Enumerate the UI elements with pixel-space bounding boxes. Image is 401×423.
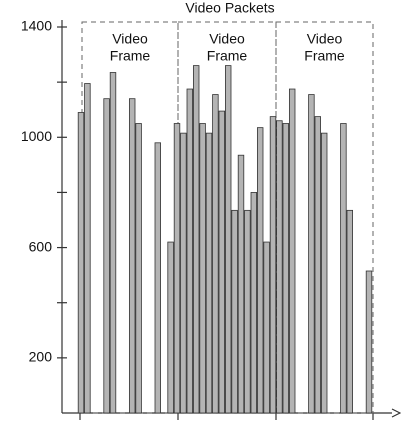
frame-box [177, 21, 277, 414]
frame-label: Frame [110, 48, 151, 64]
frame-label: Video [307, 31, 343, 47]
bar [186, 88, 193, 414]
bar [192, 65, 200, 414]
bar [135, 123, 142, 414]
bar [314, 116, 321, 414]
bar [224, 65, 232, 414]
bar [231, 209, 238, 414]
bar [244, 209, 251, 414]
frame-label: Frame [304, 48, 345, 64]
bar [103, 98, 110, 414]
bar [263, 241, 270, 414]
bar [237, 154, 245, 414]
bar [269, 116, 277, 414]
bar [256, 127, 264, 414]
bar [282, 123, 289, 414]
bar [128, 98, 136, 414]
bar [173, 123, 181, 414]
bar [84, 83, 91, 414]
bar [154, 142, 161, 414]
y-tick-label: 1400 [21, 18, 52, 34]
bar [109, 72, 117, 414]
bar [365, 270, 373, 414]
frame-box [275, 21, 374, 414]
bar [199, 123, 206, 414]
bar [212, 94, 219, 414]
chart-title: Video Packets [185, 0, 274, 16]
bar [180, 132, 187, 414]
bar [77, 112, 85, 414]
bar [276, 120, 283, 414]
bar [340, 123, 347, 414]
frame-label: Frame [207, 48, 248, 64]
frame-label: Video [112, 31, 148, 47]
bar [205, 132, 213, 414]
y-tick-label: 600 [29, 238, 53, 254]
y-tick-label: 200 [29, 349, 53, 365]
bar [167, 241, 174, 414]
frame-label: Video [209, 31, 245, 47]
x-axis-arrow [391, 408, 401, 418]
y-tick-label: 1000 [21, 128, 52, 144]
x-axis-ticks [79, 413, 374, 420]
bar [320, 132, 328, 414]
bar [346, 209, 353, 414]
bar [250, 192, 257, 414]
bar [308, 94, 315, 414]
bar [218, 110, 225, 414]
bar [288, 88, 296, 414]
